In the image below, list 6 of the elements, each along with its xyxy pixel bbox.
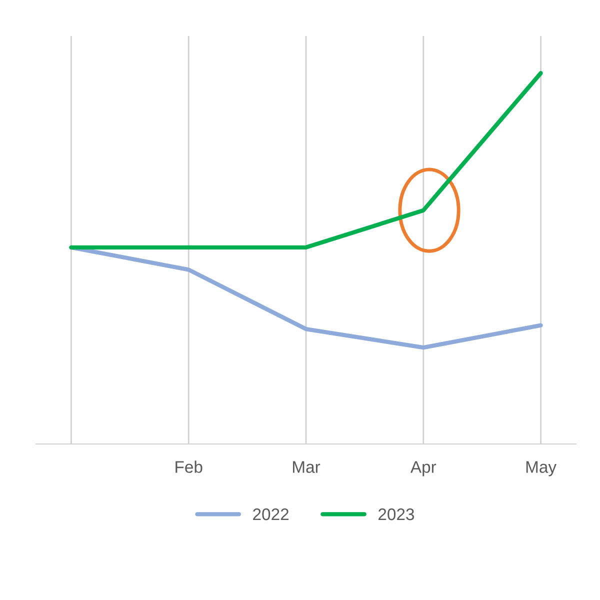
x-tick-label: Apr xyxy=(410,461,436,476)
x-tick-label: May xyxy=(526,461,556,476)
x-tick-label: Feb xyxy=(176,460,202,473)
legend-label: 2023 xyxy=(378,508,414,520)
x-tick-label: Mar xyxy=(293,461,320,473)
legend-label: 2022 xyxy=(253,508,288,520)
